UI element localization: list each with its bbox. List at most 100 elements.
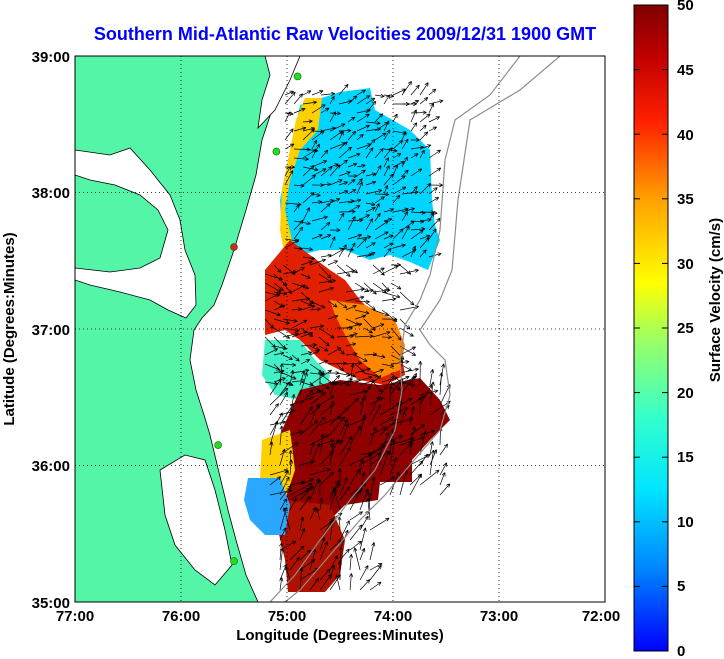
velocity-vector-arrow	[319, 568, 331, 581]
velocity-vector-arrow	[329, 95, 335, 105]
velocity-vector-arrow	[318, 264, 332, 279]
velocity-vector-arrow	[418, 396, 423, 416]
velocity-vector-arrow	[428, 212, 435, 222]
radar-site-marker	[214, 441, 222, 449]
velocity-vector-arrow	[349, 469, 360, 486]
velocity-vector-arrow	[363, 288, 374, 293]
velocity-vector-arrow	[419, 131, 429, 141]
velocity-vector-arrow	[419, 182, 431, 195]
velocity-vector-arrow	[269, 468, 288, 476]
velocity-vector-arrow	[401, 156, 408, 168]
velocity-vector-arrow	[401, 138, 409, 150]
velocity-vector-arrow	[309, 391, 326, 406]
velocity-vector-arrow	[399, 327, 414, 337]
velocity-vector-arrow	[299, 486, 314, 501]
velocity-vector-arrow	[410, 245, 417, 258]
velocity-vector-arrow	[338, 131, 344, 141]
velocity-vector-arrow	[319, 433, 325, 456]
velocity-vector-arrow	[309, 468, 331, 476]
velocity-vector-arrow	[392, 194, 401, 204]
colorbar-tick-label: 20	[677, 385, 694, 402]
velocity-vector-arrow	[319, 573, 332, 591]
velocity-vector-arrow	[353, 547, 361, 571]
velocity-vector-arrow	[368, 452, 373, 476]
velocity-vector-arrow	[282, 362, 297, 367]
velocity-vector-arrow	[419, 430, 427, 456]
velocity-vector-arrow	[327, 314, 339, 320]
velocity-vector-arrow	[300, 359, 311, 365]
velocity-vector-arrow	[318, 286, 334, 293]
velocity-vector-arrow	[289, 498, 297, 511]
velocity-vector-arrow	[349, 425, 362, 446]
velocity-vector-arrow	[299, 460, 315, 466]
velocity-vector-arrow	[372, 323, 385, 329]
radar-site-marker	[230, 557, 238, 565]
velocity-vector-arrow	[289, 556, 300, 571]
velocity-vector-arrow	[365, 121, 381, 126]
velocity-vector-arrow	[399, 268, 419, 275]
velocity-vector-arrow	[356, 89, 366, 96]
velocity-vector-arrow	[419, 234, 431, 240]
velocity-vector-arrow	[320, 182, 331, 187]
velocity-vector-arrow	[302, 90, 312, 96]
velocity-vector-arrow	[356, 237, 367, 249]
velocity-vector-arrow	[383, 208, 394, 213]
x-tick-label: 77:00	[56, 608, 94, 625]
velocity-vector-arrow	[359, 458, 364, 476]
velocity-vector-arrow	[410, 153, 419, 159]
velocity-vector-arrow	[269, 441, 274, 456]
velocity-vector-arrow	[338, 146, 352, 159]
velocity-vector-arrow	[392, 175, 406, 186]
velocity-vector-arrow	[289, 545, 305, 561]
velocity-vector-arrow	[329, 439, 340, 456]
velocity-vector-arrow	[300, 304, 316, 311]
velocity-vector-arrow	[309, 548, 317, 571]
velocity-vector-arrow	[338, 244, 347, 258]
velocity-vector-arrow	[418, 360, 423, 386]
velocity-vector-arrow	[428, 167, 442, 177]
velocity-vector-arrow	[320, 253, 332, 258]
velocity-vector-arrow	[399, 381, 416, 387]
velocity-vector-arrow	[419, 389, 439, 396]
velocity-vector-arrow	[291, 282, 310, 290]
delaware-bay	[257, 56, 301, 130]
velocity-vector-arrow	[293, 219, 304, 231]
velocity-vector-arrow	[419, 144, 432, 150]
velocity-vector-arrow	[338, 181, 348, 186]
velocity-vector-arrow	[369, 404, 382, 426]
velocity-vector-arrow	[349, 573, 354, 591]
velocity-vector-arrow	[410, 186, 418, 195]
velocity-vector-arrow	[369, 542, 376, 561]
velocity-vector-arrow	[379, 417, 394, 426]
velocity-vector-arrow	[409, 406, 416, 426]
velocity-vector-arrow	[428, 88, 437, 96]
velocity-vector-arrow	[356, 133, 364, 141]
velocity-vector-arrow	[336, 345, 345, 355]
velocity-vector-arrow	[349, 389, 368, 396]
velocity-vector-arrow	[320, 234, 332, 240]
velocity-vector-arrow	[309, 405, 321, 416]
velocity-vector-arrow	[419, 429, 435, 436]
velocity-vector-arrow	[363, 327, 373, 334]
velocity-vector-arrow	[336, 300, 348, 309]
velocity-vector-arrow	[302, 192, 315, 204]
velocity-vector-arrow	[347, 178, 356, 186]
velocity-vector-arrow	[419, 149, 425, 159]
velocity-vector-arrow	[347, 216, 356, 231]
velocity-vector-arrow	[302, 256, 316, 261]
velocity-vector-arrow	[329, 179, 343, 186]
velocity-vector-arrow	[345, 264, 358, 274]
velocity-vector-arrow	[365, 242, 376, 249]
velocity-vector-arrow	[347, 174, 358, 179]
velocity-vector-arrow	[273, 318, 290, 325]
velocity-vector-arrow	[381, 317, 398, 322]
zone-south-west	[244, 478, 290, 535]
velocity-vector-arrow	[293, 226, 304, 240]
velocity-vector-arrow	[374, 220, 389, 231]
velocity-vector-arrow	[429, 381, 435, 406]
velocity-vector-arrow	[410, 168, 423, 177]
y-tick-label: 36:00	[32, 458, 70, 475]
velocity-vector-arrow	[374, 147, 384, 159]
velocity-vector-arrow	[302, 165, 315, 177]
velocity-vector-arrow	[332, 487, 341, 511]
